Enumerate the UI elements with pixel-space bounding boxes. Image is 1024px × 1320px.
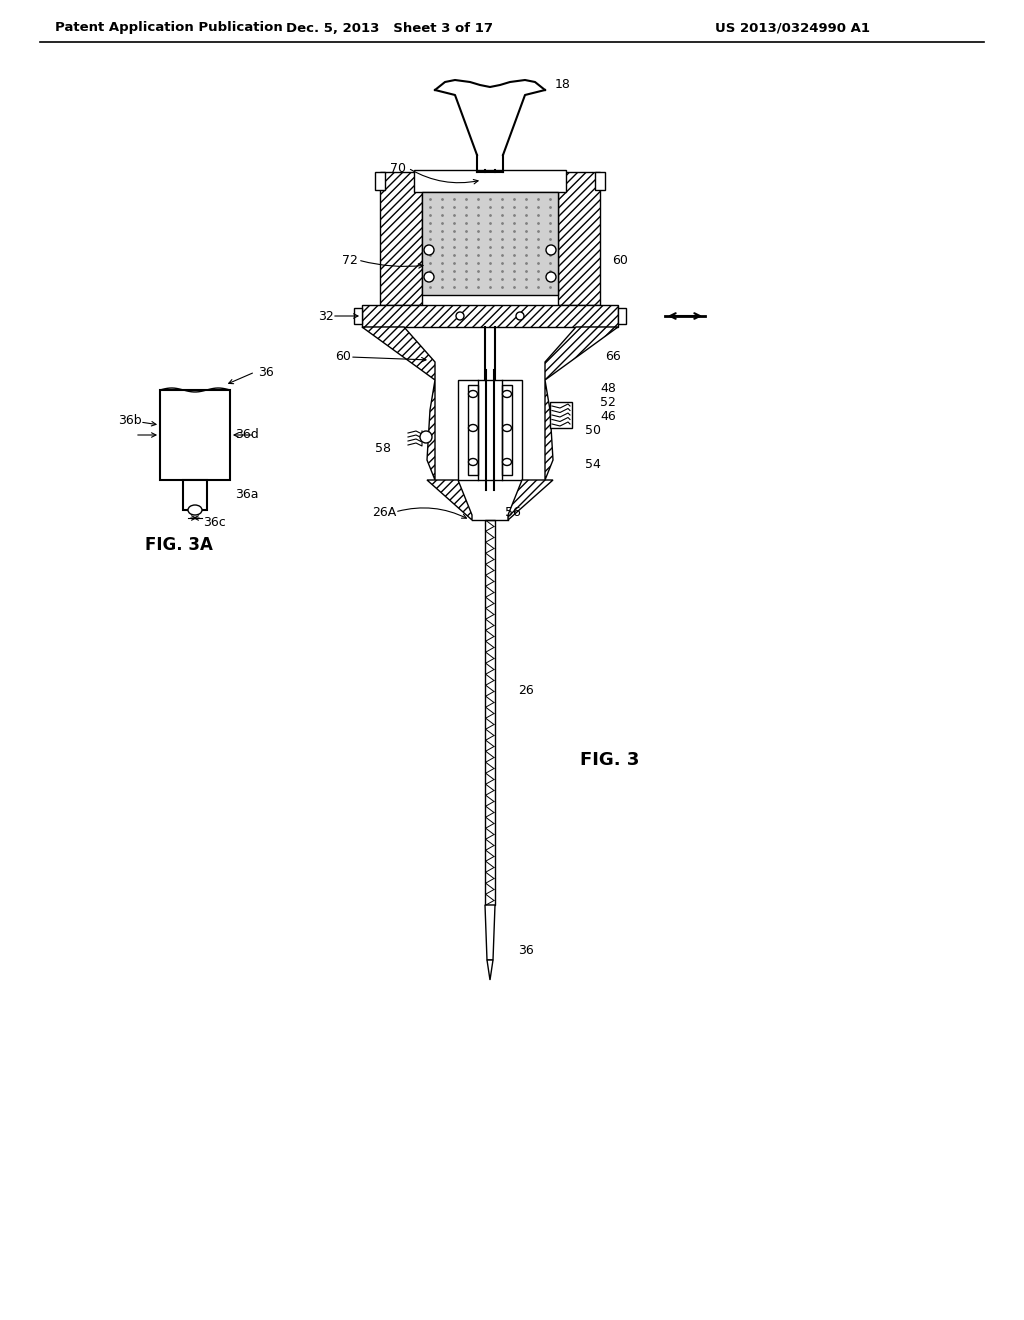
Text: 60: 60 — [335, 351, 351, 363]
Text: Dec. 5, 2013   Sheet 3 of 17: Dec. 5, 2013 Sheet 3 of 17 — [287, 21, 494, 34]
Text: 26: 26 — [518, 684, 534, 697]
Bar — [362, 305, 618, 327]
Ellipse shape — [469, 458, 477, 466]
Bar — [458, 380, 522, 480]
Text: 46: 46 — [600, 409, 615, 422]
Bar — [422, 191, 558, 294]
Polygon shape — [545, 380, 553, 480]
Bar — [380, 172, 422, 305]
Bar — [414, 170, 566, 191]
Polygon shape — [362, 327, 435, 380]
Circle shape — [456, 312, 464, 319]
Polygon shape — [508, 480, 553, 520]
Text: 72: 72 — [342, 253, 357, 267]
Ellipse shape — [503, 458, 512, 466]
Ellipse shape — [503, 425, 512, 432]
Polygon shape — [427, 480, 472, 520]
Polygon shape — [485, 906, 495, 960]
Text: US 2013/0324990 A1: US 2013/0324990 A1 — [715, 21, 870, 34]
Text: 66: 66 — [605, 351, 621, 363]
Text: 36: 36 — [518, 944, 534, 957]
Text: 26A: 26A — [372, 506, 396, 519]
Bar — [354, 308, 362, 323]
Bar — [550, 403, 572, 428]
Text: 36: 36 — [258, 366, 273, 379]
Circle shape — [424, 272, 434, 282]
Bar — [160, 389, 230, 480]
Circle shape — [546, 272, 556, 282]
Text: 36c: 36c — [203, 516, 225, 528]
Text: FIG. 3: FIG. 3 — [580, 751, 639, 770]
Circle shape — [546, 246, 556, 255]
Text: 50: 50 — [585, 425, 601, 437]
Text: FIG. 3A: FIG. 3A — [145, 536, 213, 554]
Bar — [468, 385, 478, 475]
Circle shape — [420, 432, 432, 444]
Bar — [183, 480, 207, 510]
Text: 32: 32 — [318, 309, 334, 322]
Text: 70: 70 — [390, 161, 406, 174]
Bar — [502, 385, 512, 475]
Text: 36a: 36a — [234, 488, 258, 502]
Bar — [485, 520, 495, 906]
Ellipse shape — [503, 391, 512, 397]
Polygon shape — [427, 380, 435, 480]
Polygon shape — [545, 327, 618, 380]
Text: 58: 58 — [375, 441, 391, 454]
Bar — [618, 308, 626, 323]
Text: 36d: 36d — [234, 429, 259, 441]
Text: Patent Application Publication: Patent Application Publication — [55, 21, 283, 34]
Text: 36b: 36b — [118, 413, 141, 426]
Polygon shape — [487, 960, 493, 979]
Text: 60: 60 — [612, 253, 628, 267]
Ellipse shape — [469, 425, 477, 432]
Bar — [595, 172, 605, 190]
Ellipse shape — [469, 391, 477, 397]
Text: 54: 54 — [585, 458, 601, 471]
Circle shape — [424, 246, 434, 255]
Text: 48: 48 — [600, 381, 615, 395]
Bar — [558, 172, 600, 305]
Circle shape — [516, 312, 524, 319]
Text: 52: 52 — [600, 396, 615, 408]
Bar — [375, 172, 385, 190]
Text: 56: 56 — [505, 506, 521, 519]
Text: 18: 18 — [555, 78, 570, 91]
Ellipse shape — [188, 506, 202, 515]
